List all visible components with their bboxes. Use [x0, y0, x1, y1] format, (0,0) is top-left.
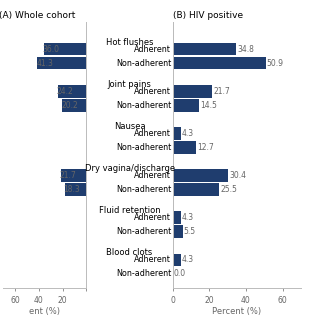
Text: Joint pains: Joint pains: [108, 80, 152, 89]
Bar: [37, 57, 86, 69]
Bar: [173, 57, 266, 69]
Bar: [65, 183, 86, 196]
Text: Non-adherent: Non-adherent: [116, 101, 171, 110]
Text: Non-adherent: Non-adherent: [116, 227, 171, 236]
Text: 20.2: 20.2: [61, 101, 78, 110]
Text: Fluid retention: Fluid retention: [99, 206, 160, 215]
X-axis label: ent (%): ent (%): [29, 308, 60, 316]
Text: Adherent: Adherent: [134, 171, 171, 180]
Text: Non-adherent: Non-adherent: [116, 269, 171, 278]
Text: Adherent: Adherent: [134, 45, 171, 54]
Text: 14.5: 14.5: [200, 101, 217, 110]
Text: 36.0: 36.0: [43, 45, 60, 54]
Text: 50.9: 50.9: [267, 59, 284, 68]
Text: Dry vagina/discharge: Dry vagina/discharge: [84, 164, 175, 173]
Bar: [173, 99, 199, 112]
Text: 4.3: 4.3: [181, 213, 194, 222]
Text: Adherent: Adherent: [134, 255, 171, 264]
Text: 4.3: 4.3: [181, 129, 194, 138]
Text: Adherent: Adherent: [134, 87, 171, 96]
Text: Hot flushes: Hot flushes: [106, 38, 153, 47]
Text: Non-adherent: Non-adherent: [116, 185, 171, 194]
Text: (A) Whole cohort: (A) Whole cohort: [0, 11, 76, 20]
Bar: [44, 43, 86, 55]
Text: 21.7: 21.7: [213, 87, 230, 96]
Text: Non-adherent: Non-adherent: [116, 143, 171, 152]
Bar: [173, 183, 220, 196]
Text: 4.3: 4.3: [181, 255, 194, 264]
Text: 12.7: 12.7: [197, 143, 214, 152]
Bar: [58, 85, 86, 98]
Text: Blood clots: Blood clots: [107, 248, 153, 257]
Bar: [173, 169, 228, 182]
Text: 5.5: 5.5: [184, 227, 196, 236]
Text: 21.7: 21.7: [60, 171, 76, 180]
Text: 0.0: 0.0: [174, 269, 186, 278]
Bar: [62, 99, 86, 112]
Bar: [173, 43, 236, 55]
Bar: [60, 169, 86, 182]
Bar: [173, 225, 183, 238]
Bar: [173, 141, 196, 154]
Text: 41.3: 41.3: [36, 59, 53, 68]
Text: Adherent: Adherent: [134, 213, 171, 222]
Bar: [173, 254, 181, 266]
Text: 34.8: 34.8: [237, 45, 254, 54]
Text: (B) HIV positive: (B) HIV positive: [173, 11, 243, 20]
Text: Adherent: Adherent: [134, 129, 171, 138]
Text: Nausea: Nausea: [114, 122, 145, 131]
Text: 25.5: 25.5: [220, 185, 237, 194]
Text: 24.2: 24.2: [57, 87, 73, 96]
Text: Non-adherent: Non-adherent: [116, 59, 171, 68]
Text: 18.3: 18.3: [64, 185, 80, 194]
Text: 30.4: 30.4: [229, 171, 246, 180]
Bar: [173, 127, 181, 140]
X-axis label: Percent (%): Percent (%): [212, 308, 261, 316]
Bar: [173, 85, 212, 98]
Bar: [173, 212, 181, 224]
